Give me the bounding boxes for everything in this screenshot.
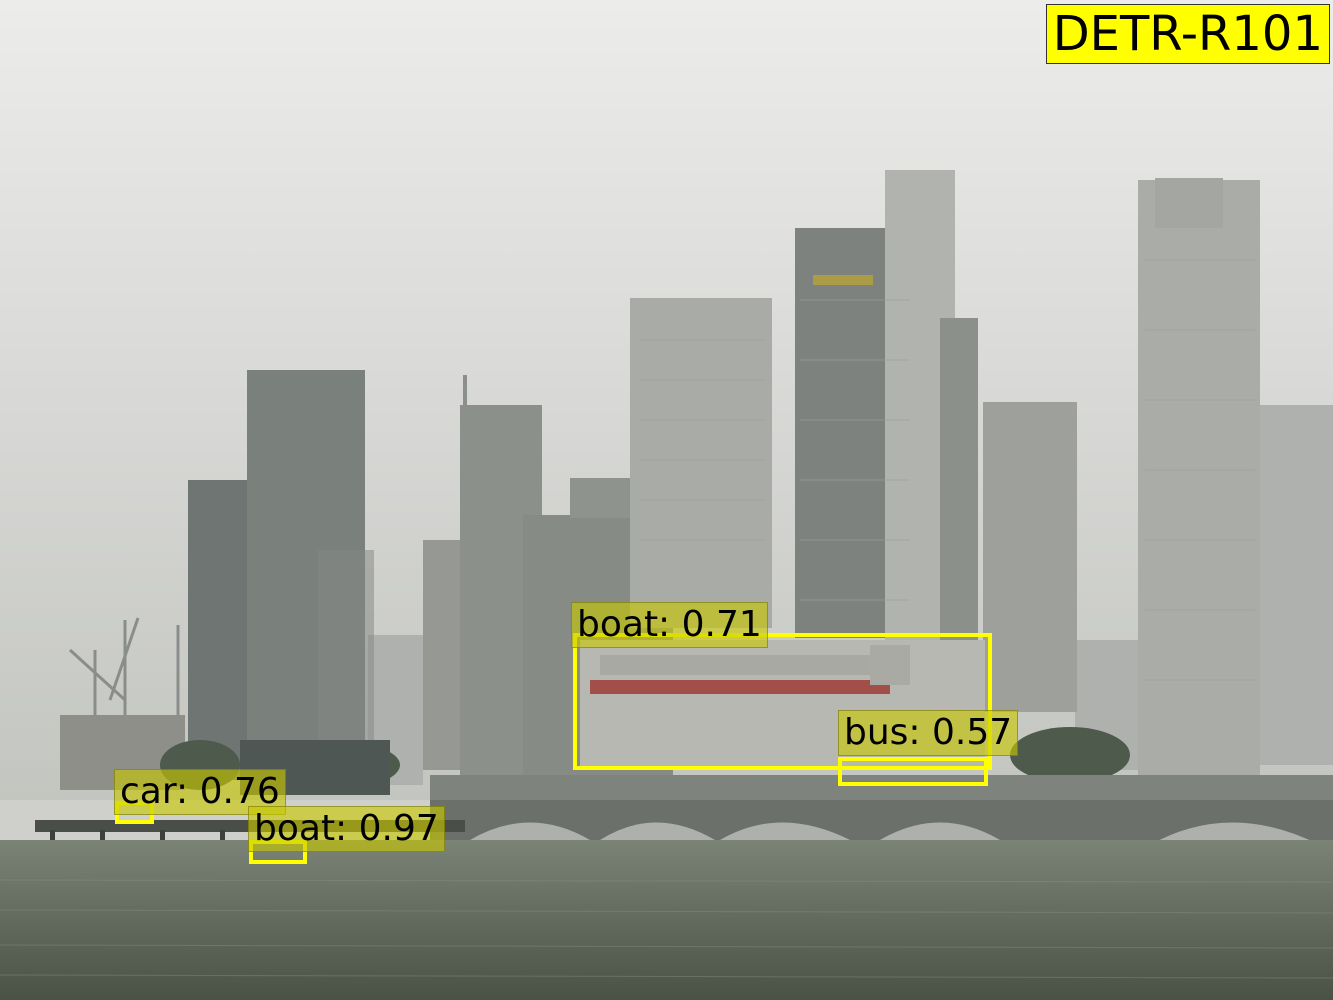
detection-box-boat-1 xyxy=(573,633,992,770)
detection-box-bus xyxy=(838,757,988,786)
water-ripples xyxy=(0,879,1333,979)
detection-label-boat-2: boat: 0.97 xyxy=(248,806,445,852)
water xyxy=(0,840,1333,1000)
detection-label-boat-1: boat: 0.71 xyxy=(571,602,768,648)
building-sign xyxy=(813,275,873,285)
construction-cranes xyxy=(68,617,180,715)
skyscrapers xyxy=(188,170,1260,780)
detection-label-bus: bus: 0.57 xyxy=(838,710,1019,756)
model-name-tag: DETR-R101 xyxy=(1045,4,1330,64)
detection-label-car: car: 0.76 xyxy=(114,769,286,815)
window-rows xyxy=(640,259,1255,681)
background-buildings xyxy=(368,405,1333,785)
